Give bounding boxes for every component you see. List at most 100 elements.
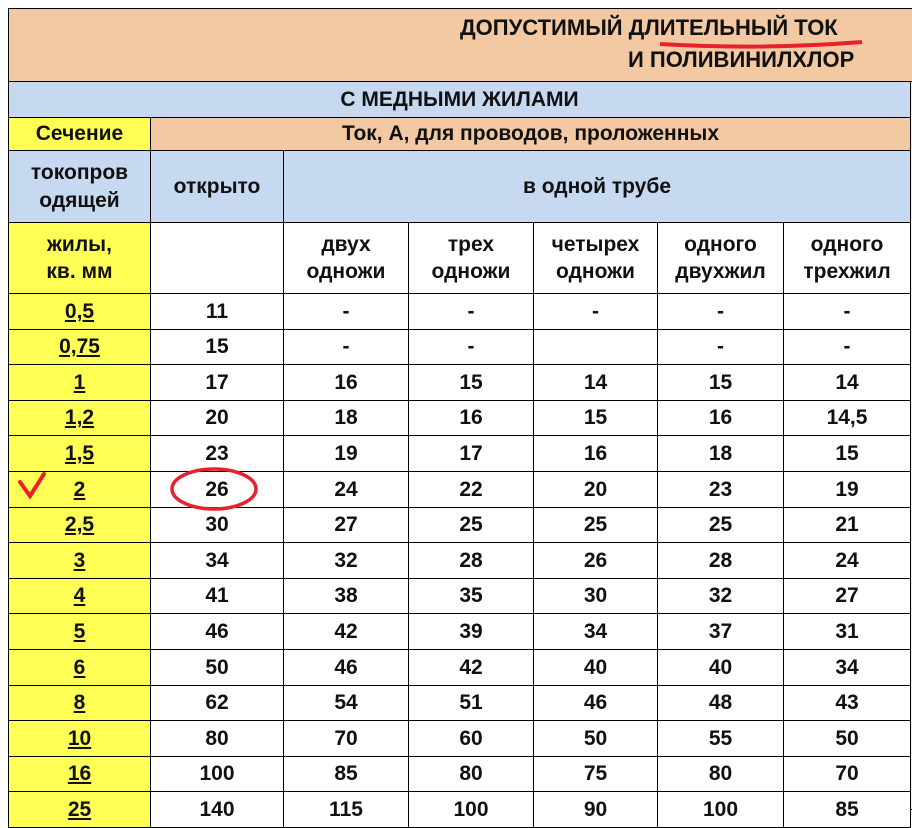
- value-cell: 16: [657, 399, 784, 437]
- col-header: Сечение: [8, 117, 151, 151]
- value-cell: 41: [150, 577, 284, 615]
- value-cell: 25: [533, 506, 658, 544]
- value-cell: 54: [283, 684, 409, 722]
- value-cell: -: [657, 328, 784, 366]
- size-cell: 1: [8, 364, 151, 401]
- value-cell: 90: [533, 791, 658, 828]
- value-cell: 22: [408, 471, 534, 508]
- value-cell: -: [657, 293, 784, 330]
- size-cell: 8: [8, 684, 151, 722]
- value-cell: -: [533, 293, 658, 330]
- section-header: С МЕДНЫМИ ЖИЛАМИ: [8, 81, 911, 118]
- value-cell: 30: [150, 506, 284, 544]
- value-cell: 39: [408, 613, 534, 650]
- value-cell: 14: [533, 364, 658, 401]
- value-cell: 35: [408, 577, 534, 615]
- value-cell: 20: [533, 471, 658, 508]
- value-cell: 19: [283, 435, 409, 472]
- value-cell: 14: [783, 364, 911, 401]
- value-cell: 30: [533, 577, 658, 615]
- value-cell: 15: [533, 399, 658, 437]
- value-cell: 50: [150, 649, 284, 686]
- title-line: ДОПУСТИМЫЙ ДЛИТЕЛЬНЫЙ ТОК: [460, 15, 838, 40]
- title-line: И ПОЛИВИНИЛХЛОР: [628, 47, 855, 72]
- col-header: одного двухжил: [657, 222, 784, 294]
- value-cell: 20: [150, 399, 284, 437]
- group-header: в одной трубе: [283, 150, 911, 223]
- value-cell: 16: [283, 364, 409, 401]
- value-cell: 75: [533, 755, 658, 793]
- value-cell: 32: [283, 542, 409, 579]
- value-cell: 70: [283, 720, 409, 757]
- size-cell: 2,5: [8, 506, 151, 544]
- value-cell: 42: [408, 649, 534, 686]
- value-cell: 16: [408, 399, 534, 437]
- value-cell: 18: [657, 435, 784, 472]
- value-cell: 100: [150, 755, 284, 793]
- value-cell: 100: [408, 791, 534, 828]
- value-cell: 14,5: [783, 399, 911, 437]
- size-cell: 16: [8, 755, 151, 793]
- col-header: токопров одящей: [8, 150, 151, 223]
- value-cell: 11: [150, 293, 284, 330]
- size-cell: 10: [8, 720, 151, 757]
- col-header: трех одножи: [408, 222, 534, 294]
- value-cell: 17: [150, 364, 284, 401]
- value-cell: 34: [533, 613, 658, 650]
- value-cell: 31: [783, 613, 911, 650]
- size-cell: 3: [8, 542, 151, 579]
- value-cell: -: [283, 328, 409, 366]
- value-cell: 140: [150, 791, 284, 828]
- value-cell: 80: [657, 755, 784, 793]
- value-cell: 23: [657, 471, 784, 508]
- value-cell: 62: [150, 684, 284, 722]
- size-cell: 25: [8, 791, 151, 828]
- value-cell: 21: [783, 506, 911, 544]
- value-cell: 100: [657, 791, 784, 828]
- value-cell: 115: [283, 791, 409, 828]
- value-cell: 34: [783, 649, 911, 686]
- value-cell: 46: [150, 613, 284, 650]
- group-header: Ток, А, для проводов, проложенных: [150, 117, 911, 151]
- value-cell: 80: [408, 755, 534, 793]
- value-cell: 27: [783, 577, 911, 615]
- value-cell: 50: [783, 720, 911, 757]
- size-cell: 0,75: [8, 328, 151, 366]
- value-cell: [533, 328, 658, 366]
- empty-cell: [150, 222, 284, 294]
- value-cell: 23: [150, 435, 284, 472]
- value-cell: 42: [283, 613, 409, 650]
- value-cell: 32: [657, 577, 784, 615]
- value-cell: 43: [783, 684, 911, 722]
- value-cell: -: [408, 293, 534, 330]
- value-cell: 40: [533, 649, 658, 686]
- size-cell: 1,5: [8, 435, 151, 472]
- size-cell: 6: [8, 649, 151, 686]
- value-cell: 85: [783, 791, 911, 828]
- value-cell: 28: [408, 542, 534, 579]
- value-cell: 60: [408, 720, 534, 757]
- value-cell: 46: [283, 649, 409, 686]
- value-cell: 19: [783, 471, 911, 508]
- value-cell: 51: [408, 684, 534, 722]
- size-cell: 4: [8, 577, 151, 615]
- size-cell: 2: [8, 471, 151, 508]
- value-cell: 26: [150, 471, 284, 508]
- page: ДОПУСТИМЫЙ ДЛИТЕЛЬНЫЙ ТОК И ПОЛИВИНИЛХЛОР…: [8, 8, 912, 828]
- value-cell: 38: [283, 577, 409, 615]
- value-cell: -: [408, 328, 534, 366]
- value-cell: -: [283, 293, 409, 330]
- value-cell: 48: [657, 684, 784, 722]
- value-cell: 16: [533, 435, 658, 472]
- value-cell: -: [783, 328, 911, 366]
- value-cell: 26: [533, 542, 658, 579]
- value-cell: 80: [150, 720, 284, 757]
- value-cell: 15: [150, 328, 284, 366]
- col-header: двух одножи: [283, 222, 409, 294]
- col-header: жилы, кв. мм: [8, 222, 151, 294]
- value-cell: -: [783, 293, 911, 330]
- col-header: открыто: [150, 150, 284, 223]
- value-cell: 15: [783, 435, 911, 472]
- value-cell: 24: [283, 471, 409, 508]
- value-cell: 34: [150, 542, 284, 579]
